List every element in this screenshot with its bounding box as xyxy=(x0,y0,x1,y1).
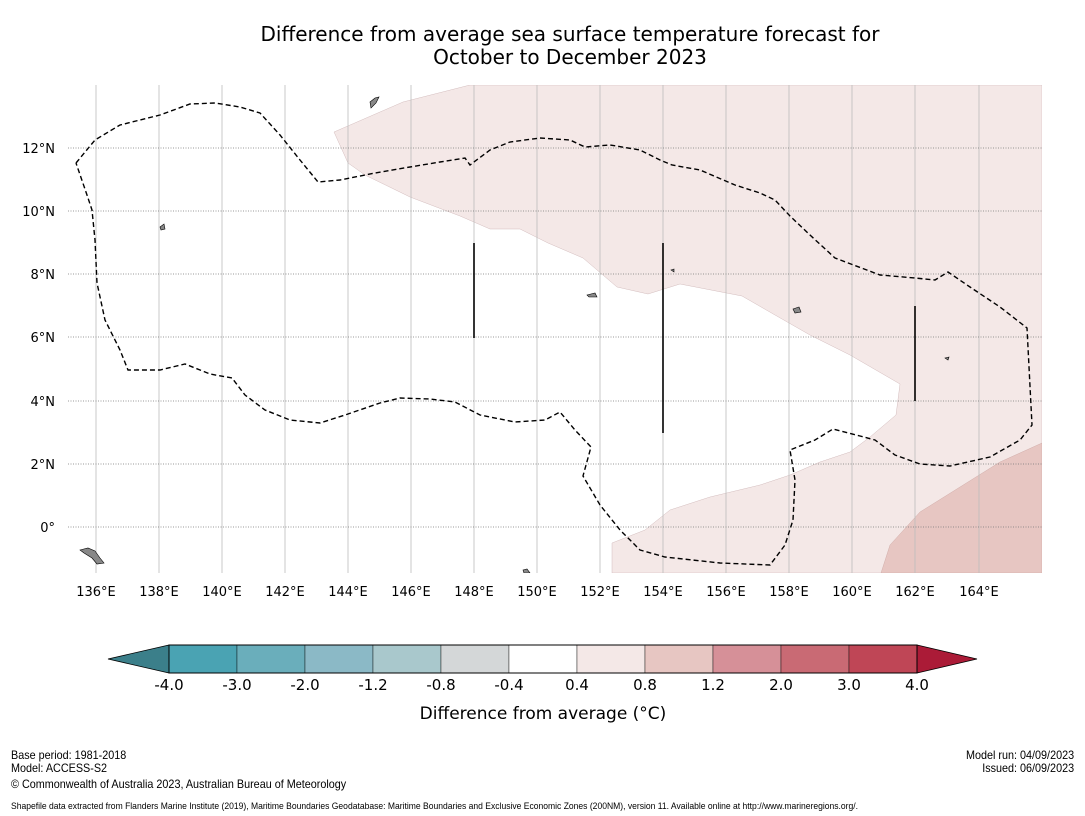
lon-label: 142°E xyxy=(265,585,305,600)
lon-label: 164°E xyxy=(959,585,999,600)
colorbar xyxy=(107,644,978,674)
colorbar-outline xyxy=(168,644,918,674)
lon-label: 154°E xyxy=(643,585,683,600)
vertical-markers xyxy=(473,243,916,433)
copyright: © Commonwealth of Australia 2023, Austra… xyxy=(11,777,347,791)
colorbar-tick: 2.0 xyxy=(769,676,793,694)
shapefile-credit: Shapefile data extracted from Flanders M… xyxy=(11,801,859,812)
lon-label: 152°E xyxy=(580,585,620,600)
eez-boundary xyxy=(75,102,1033,566)
title-line-1: Difference from average sea surface temp… xyxy=(260,22,880,46)
lat-label: 2°N xyxy=(31,458,56,473)
lat-label: 12°N xyxy=(22,142,55,157)
longitude-tick-labels: 136°E 138°E 140°E 142°E 144°E 146°E 148°… xyxy=(76,585,999,600)
colorbar-extend-low xyxy=(107,644,170,674)
colorbar-tick: 1.2 xyxy=(701,676,725,694)
colorbar-tick: -3.0 xyxy=(222,676,251,694)
lat-label: 8°N xyxy=(31,268,56,283)
colorbar-tick: 0.4 xyxy=(565,676,589,694)
lon-label: 158°E xyxy=(769,585,809,600)
model-run: Model run: 04/09/2023 xyxy=(965,748,1074,762)
model-name: Model: ACCESS-S2 xyxy=(11,761,108,775)
issued-date: Issued: 06/09/2023 xyxy=(982,761,1074,775)
islands xyxy=(79,96,950,573)
colorbar-swatch xyxy=(508,644,578,674)
lon-label: 156°E xyxy=(706,585,746,600)
lon-label: 136°E xyxy=(76,585,116,600)
colorbar-tick: -1.2 xyxy=(358,676,387,694)
lat-label: 6°N xyxy=(31,331,56,346)
lon-label: 160°E xyxy=(832,585,872,600)
latitude-tick-labels: 12°N 10°N 8°N 6°N 4°N 2°N 0° xyxy=(22,142,55,536)
colorbar-tick-labels: -4.0 -3.0 -2.0 -1.2 -0.8 -0.4 0.4 0.8 1.… xyxy=(154,676,929,694)
colorbar-swatch xyxy=(848,644,918,674)
lon-label: 150°E xyxy=(517,585,557,600)
colorbar-tick: -0.4 xyxy=(494,676,523,694)
colorbar-tick: -4.0 xyxy=(154,676,183,694)
colorbar-tick: 4.0 xyxy=(905,676,929,694)
lon-label: 146°E xyxy=(391,585,431,600)
lon-label: 140°E xyxy=(202,585,242,600)
colorbar-swatch xyxy=(644,644,714,674)
colorbar-swatch xyxy=(236,644,306,674)
lon-label: 148°E xyxy=(454,585,494,600)
lat-label: 4°N xyxy=(31,395,56,410)
longitude-gridlines xyxy=(95,85,980,573)
colorbar-extend-high xyxy=(916,644,978,674)
lon-label: 144°E xyxy=(328,585,368,600)
colorbar-tick: 3.0 xyxy=(837,676,861,694)
lat-label: 0° xyxy=(40,521,55,536)
anomaly-region-0.4-0.8 xyxy=(333,85,1042,573)
chart-title: Difference from average sea surface temp… xyxy=(0,23,1085,69)
colorbar-swatch xyxy=(168,644,238,674)
colorbar-swatch xyxy=(440,644,510,674)
colorbar-swatch xyxy=(304,644,374,674)
colorbar-tick: -2.0 xyxy=(290,676,319,694)
colorbar-swatch xyxy=(576,644,646,674)
colorbar-swatch xyxy=(712,644,782,674)
title-line-2: October to December 2023 xyxy=(433,45,707,69)
anomaly-region-0.8-1.2 xyxy=(880,442,1042,573)
colorbar-tick: -0.8 xyxy=(426,676,455,694)
colorbar-label: Difference from average (°C) xyxy=(420,704,667,724)
lon-label: 162°E xyxy=(895,585,935,600)
base-period: Base period: 1981-2018 xyxy=(11,748,127,762)
lat-label: 10°N xyxy=(22,205,55,220)
colorbar-tick: 0.8 xyxy=(633,676,657,694)
colorbar-swatch xyxy=(372,644,442,674)
colorbar-swatch xyxy=(780,644,850,674)
lon-label: 138°E xyxy=(139,585,179,600)
